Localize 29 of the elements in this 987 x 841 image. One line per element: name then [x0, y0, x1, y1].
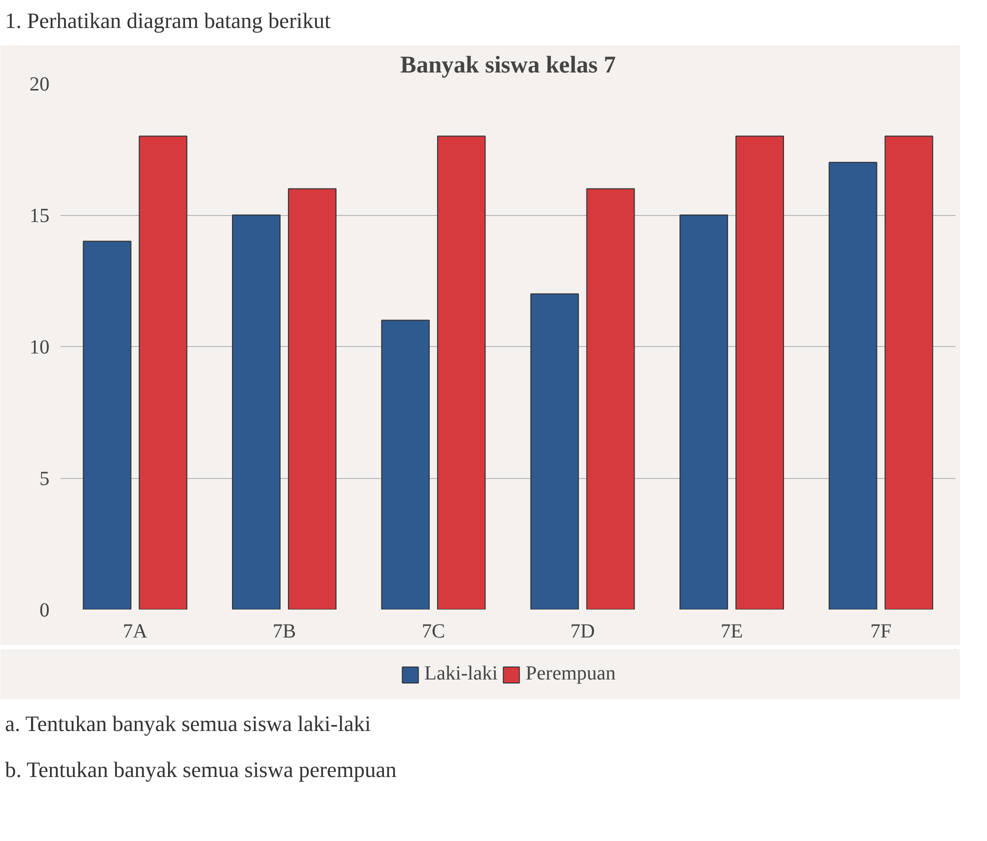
bar [288, 188, 336, 610]
bar [232, 214, 281, 610]
x-tick-label: 7E [720, 620, 743, 643]
text: 1. Perhatikan diagram batang berikut [5, 7, 331, 35]
x-tick-label: 7A [122, 620, 148, 643]
x-tick-label: 7D [570, 620, 595, 643]
text: a. Tentukan banyak semua siswa laki-laki [5, 710, 371, 738]
y-tick-label: 10 [30, 336, 50, 359]
text: b. Tentukan banyak semua siswa perempuan [5, 756, 396, 784]
bar [586, 188, 635, 610]
y-tick-label: 20 [30, 74, 50, 96]
y-tick-label: 15 [30, 205, 50, 228]
chart-title: Banyak siswa kelas 7 [400, 52, 616, 79]
bar [437, 136, 486, 610]
bar [381, 320, 430, 610]
bar [530, 294, 579, 610]
bar [138, 136, 188, 610]
legend-label: Laki-laki [424, 662, 498, 686]
x-tick-label: 7F [870, 620, 892, 643]
bar [828, 162, 878, 610]
legend-label: Perempuan [526, 662, 616, 686]
y-tick-label: 5 [40, 468, 50, 490]
x-tick-label: 7C [422, 620, 446, 643]
x-tick-label: 7B [272, 620, 296, 643]
bar [884, 136, 934, 610]
bar [735, 136, 784, 610]
bar [680, 214, 728, 610]
y-tick-label: 0 [40, 600, 50, 622]
bar [82, 241, 132, 610]
